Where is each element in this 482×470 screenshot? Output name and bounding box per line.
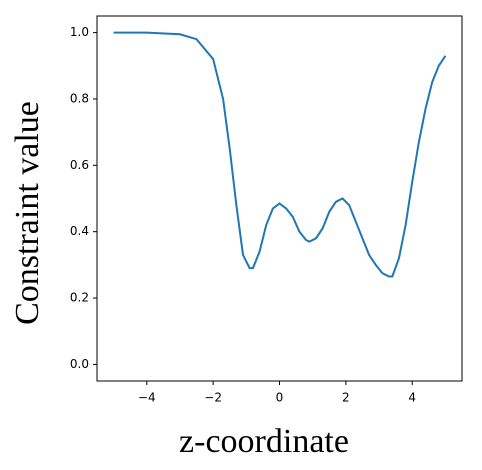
data-line (113, 31, 447, 278)
y-tick-label: 0.4 (70, 224, 89, 238)
y-tick-label: 0.6 (70, 158, 89, 172)
x-tick-label: −4 (138, 391, 156, 405)
y-tick-label: 1.0 (70, 25, 89, 39)
x-tick-label: 2 (342, 391, 350, 405)
y-tick-label: 0.0 (70, 357, 89, 371)
x-tick-label: 0 (276, 391, 284, 405)
y-axis-label: Constraint value (9, 101, 46, 325)
plot-frame (96, 15, 463, 382)
x-axis-label: z-coordinate (179, 423, 349, 460)
y-tick-label: 0.8 (70, 91, 89, 105)
x-tick-label: 4 (408, 391, 416, 405)
y-tick-label: 0.2 (70, 291, 89, 305)
x-tick-label: −2 (204, 391, 222, 405)
